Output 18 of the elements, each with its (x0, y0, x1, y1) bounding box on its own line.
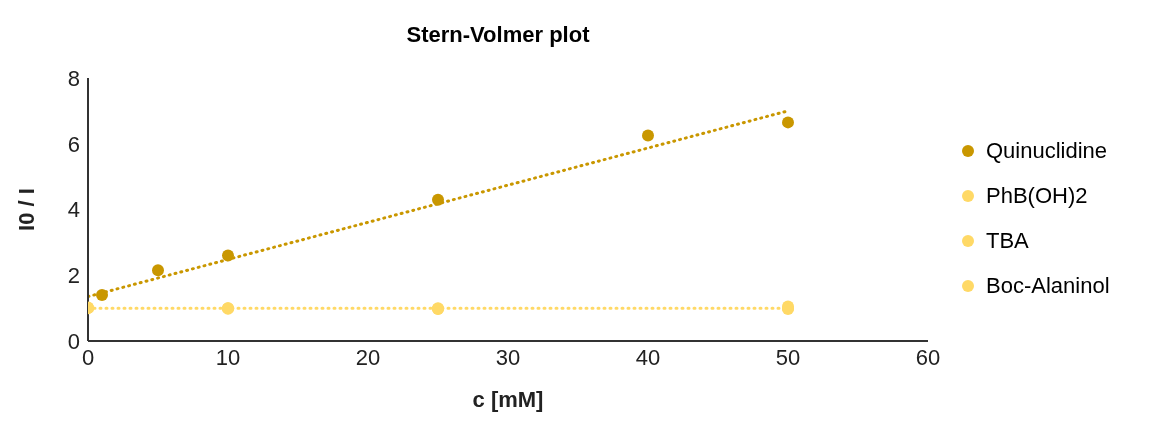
legend-label: PhB(OH)2 (986, 182, 1088, 209)
x-tick-label: 60 (915, 344, 941, 370)
y-axis-title: I0 / I (13, 188, 39, 231)
y-tick-label: 0 (67, 328, 80, 354)
x-tick-label: 20 (355, 344, 381, 370)
x-tick-label: 50 (775, 344, 801, 370)
y-tick-label: 8 (67, 65, 80, 91)
y-tick-label: 4 (67, 197, 80, 223)
chart-title: Stern-Volmer plot (405, 22, 591, 48)
x-tick-label: 30 (495, 344, 521, 370)
x-tick-label: 10 (215, 344, 241, 370)
x-tick-label: 40 (635, 344, 661, 370)
legend-label: TBA (986, 227, 1029, 254)
legend-label: Quinuclidine (986, 137, 1108, 164)
y-tick-label: 6 (67, 131, 80, 157)
y-tick-label: 2 (67, 263, 80, 289)
legend-label: Boc-Alaninol (986, 272, 1110, 299)
x-axis-title: c [mM] (472, 387, 544, 412)
